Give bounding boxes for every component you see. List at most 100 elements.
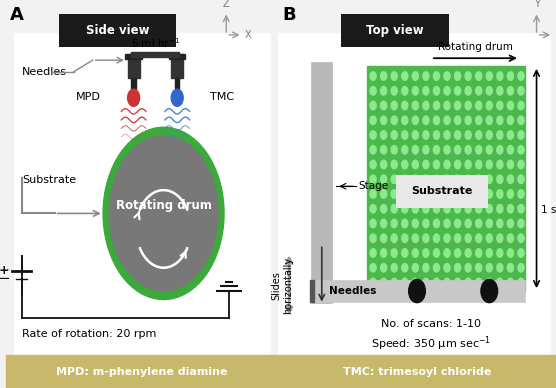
- Circle shape: [497, 263, 503, 272]
- Circle shape: [455, 146, 460, 154]
- Circle shape: [423, 160, 429, 169]
- Circle shape: [475, 249, 481, 257]
- Circle shape: [475, 175, 481, 184]
- Bar: [278, 33, 550, 355]
- Circle shape: [391, 263, 397, 272]
- Text: No. of scans: 1-10: No. of scans: 1-10: [381, 319, 481, 329]
- Circle shape: [380, 101, 387, 110]
- Circle shape: [507, 263, 514, 272]
- Circle shape: [444, 249, 450, 257]
- Circle shape: [497, 160, 503, 169]
- Circle shape: [497, 190, 503, 198]
- Bar: [131, 52, 180, 57]
- Text: A: A: [9, 6, 23, 24]
- Circle shape: [370, 249, 376, 257]
- Circle shape: [486, 234, 493, 242]
- Circle shape: [423, 190, 429, 198]
- Text: TMC: trimesoyl chloride: TMC: trimesoyl chloride: [343, 367, 491, 378]
- Circle shape: [391, 131, 397, 139]
- Circle shape: [475, 116, 481, 125]
- Bar: [14, 33, 270, 355]
- Circle shape: [413, 234, 419, 242]
- Circle shape: [455, 249, 460, 257]
- Circle shape: [455, 190, 460, 198]
- Circle shape: [518, 131, 524, 139]
- Circle shape: [423, 131, 429, 139]
- Text: 1 scan: 1 scan: [541, 204, 556, 215]
- Text: Speed: 350 μm sec$^{-1}$: Speed: 350 μm sec$^{-1}$: [371, 334, 491, 353]
- Circle shape: [475, 234, 481, 242]
- Circle shape: [444, 219, 450, 228]
- Circle shape: [380, 219, 387, 228]
- Circle shape: [507, 190, 514, 198]
- Circle shape: [518, 249, 524, 257]
- Circle shape: [391, 87, 397, 95]
- Circle shape: [402, 204, 408, 213]
- Circle shape: [455, 219, 460, 228]
- Circle shape: [413, 116, 419, 125]
- Circle shape: [370, 160, 376, 169]
- Circle shape: [434, 234, 439, 242]
- Circle shape: [475, 87, 481, 95]
- Circle shape: [507, 72, 514, 80]
- Bar: [310, 280, 314, 302]
- Text: 5 ml hr$^{-1}$: 5 ml hr$^{-1}$: [131, 36, 180, 50]
- Circle shape: [380, 204, 387, 213]
- Circle shape: [518, 278, 524, 287]
- Circle shape: [409, 279, 425, 303]
- Circle shape: [507, 101, 514, 110]
- Circle shape: [413, 204, 419, 213]
- Text: +: +: [0, 264, 9, 277]
- Circle shape: [423, 87, 429, 95]
- Circle shape: [465, 72, 471, 80]
- Circle shape: [455, 116, 460, 125]
- Circle shape: [486, 249, 493, 257]
- Circle shape: [370, 146, 376, 154]
- FancyBboxPatch shape: [340, 14, 449, 47]
- Circle shape: [171, 89, 183, 106]
- Circle shape: [434, 131, 439, 139]
- Circle shape: [455, 131, 460, 139]
- Circle shape: [380, 160, 387, 169]
- Bar: [169, 54, 185, 59]
- Circle shape: [475, 131, 481, 139]
- Circle shape: [434, 249, 439, 257]
- Circle shape: [370, 72, 376, 80]
- Circle shape: [486, 263, 493, 272]
- Circle shape: [475, 278, 481, 287]
- Circle shape: [413, 146, 419, 154]
- Circle shape: [413, 190, 419, 198]
- Circle shape: [380, 116, 387, 125]
- Bar: [311, 62, 332, 303]
- Circle shape: [413, 131, 419, 139]
- Circle shape: [391, 116, 397, 125]
- Circle shape: [391, 160, 397, 169]
- Circle shape: [507, 234, 514, 242]
- Circle shape: [507, 175, 514, 184]
- Circle shape: [497, 72, 503, 80]
- Bar: [367, 66, 525, 291]
- Bar: [278, 355, 556, 388]
- Circle shape: [413, 278, 419, 287]
- Circle shape: [455, 204, 460, 213]
- Circle shape: [507, 278, 514, 287]
- Circle shape: [402, 263, 408, 272]
- Circle shape: [380, 72, 387, 80]
- Circle shape: [486, 190, 493, 198]
- Circle shape: [475, 101, 481, 110]
- Circle shape: [486, 116, 493, 125]
- Circle shape: [370, 175, 376, 184]
- Text: Needles: Needles: [22, 67, 67, 77]
- Circle shape: [486, 87, 493, 95]
- Circle shape: [370, 263, 376, 272]
- Circle shape: [391, 101, 397, 110]
- Circle shape: [475, 72, 481, 80]
- Circle shape: [402, 160, 408, 169]
- Circle shape: [497, 278, 503, 287]
- Circle shape: [434, 219, 439, 228]
- Circle shape: [444, 278, 450, 287]
- Circle shape: [444, 131, 450, 139]
- Circle shape: [444, 87, 450, 95]
- Circle shape: [380, 234, 387, 242]
- Circle shape: [518, 116, 524, 125]
